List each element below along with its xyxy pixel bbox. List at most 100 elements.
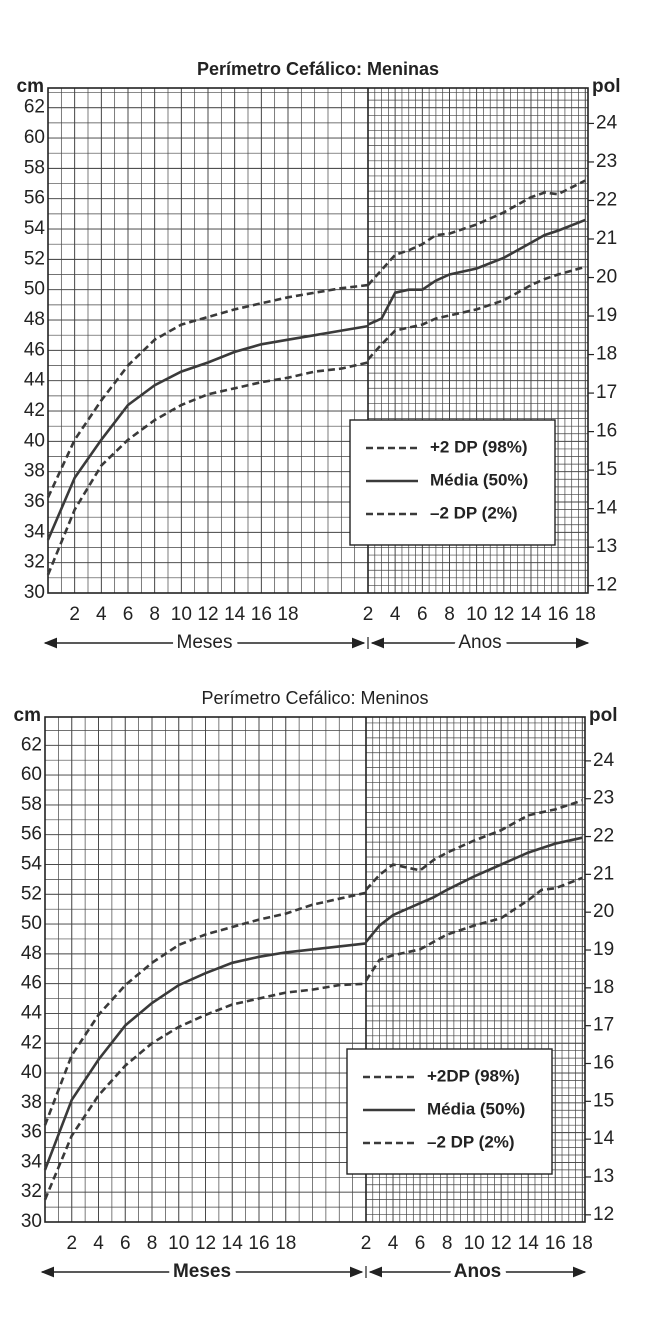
y-tick-label: 48 [21,943,42,964]
x-tick-label: 14 [518,1233,540,1254]
x-tick-label: 6 [415,1233,426,1254]
x-tick-label: 18 [575,604,596,625]
x-tick-label: 8 [444,604,455,625]
x-tick-label: 14 [222,1233,244,1254]
y-tick-label: 50 [21,913,42,934]
y-tick-label: 60 [24,127,45,148]
legend-label: +2 DP (98%) [430,437,527,456]
series-line [43,942,367,1171]
x-tick-label: 18 [572,1233,593,1254]
x-tick-label: 14 [224,604,246,625]
y2-tick-label: 23 [596,151,617,172]
y-tick-label: 44 [21,1002,43,1023]
y2-tick-label: 20 [593,901,614,922]
legend-label: –2 DP (2%) [430,503,518,522]
plot-frame [47,87,589,594]
plot-frame [44,716,586,1223]
series-line [46,283,369,499]
x-tick-label: 12 [197,604,218,625]
y-tick-label: 32 [21,1181,42,1202]
x-tick-label: 16 [545,1233,566,1254]
y-tick-label: 52 [21,883,42,904]
x-tick-label: 4 [93,1233,104,1254]
series-line [364,876,583,982]
series-line [367,218,586,326]
series-line [46,324,369,541]
series-line [46,361,369,576]
y-tick-label: 44 [24,370,46,391]
y2-axis-unit: pol [592,76,621,97]
legend-label: Média (50%) [430,470,528,489]
y2-tick-label: 17 [596,382,617,403]
y2-tick-label: 22 [593,826,614,847]
x-tick-label: 6 [417,604,428,625]
y-tick-label: 32 [24,552,45,573]
x-tick-label: 6 [120,1233,131,1254]
y2-tick-label: 13 [593,1166,614,1187]
y-tick-label: 42 [21,1032,42,1053]
series-line [43,982,367,1201]
y2-tick-label: 12 [596,575,617,596]
x-tick-label: 18 [275,1233,296,1254]
y2-tick-label: 19 [596,305,617,326]
y2-tick-label: 21 [593,863,614,884]
x-tick-label: 4 [390,604,401,625]
y-tick-label: 40 [24,430,45,451]
y-tick-label: 46 [24,339,45,360]
y2-tick-label: 16 [593,1053,614,1074]
chart-title: Perímetro Cefálico: Meninas [197,59,439,79]
y2-tick-label: 24 [593,750,615,771]
y-tick-label: 56 [21,824,42,845]
section-label: Anos [458,632,501,653]
x-tick-label: 8 [147,1233,158,1254]
y2-tick-label: 20 [596,267,617,288]
y2-tick-label: 12 [593,1204,614,1225]
y-tick-label: 52 [24,248,45,269]
y2-tick-label: 18 [593,977,614,998]
y2-tick-label: 15 [596,459,617,480]
x-tick-label: 14 [520,604,542,625]
x-tick-label: 8 [149,604,160,625]
y-tick-label: 46 [21,973,42,994]
y-tick-label: 36 [21,1122,42,1143]
section-label: Meses [177,632,233,653]
legend-label: Média (50%) [427,1099,525,1118]
x-tick-label: 10 [168,1233,189,1254]
x-tick-label: 12 [195,1233,216,1254]
y-tick-label: 54 [21,853,43,874]
y2-tick-label: 17 [593,1015,614,1036]
y2-tick-label: 24 [596,112,618,133]
y2-tick-label: 13 [596,536,617,557]
x-tick-label: 2 [69,604,80,625]
x-tick-label: 12 [493,604,514,625]
x-tick-label: 12 [491,1233,512,1254]
series-line [367,179,586,286]
x-tick-label: 2 [363,604,374,625]
y2-tick-label: 14 [593,1128,615,1149]
x-tick-label: 2 [361,1233,372,1254]
y2-axis-unit: pol [589,705,618,726]
x-tick-label: 10 [464,1233,485,1254]
y-tick-label: 30 [24,582,45,603]
y-tick-label: 34 [21,1151,43,1172]
x-tick-label: 2 [66,1233,77,1254]
series-line [43,891,367,1126]
section-label: Anos [454,1261,502,1282]
y-tick-label: 36 [24,491,45,512]
legend-label: +2DP (98%) [427,1066,520,1085]
y-tick-label: 62 [24,97,45,118]
legend-label: –2 DP (2%) [427,1132,515,1151]
y2-tick-label: 14 [596,498,618,519]
x-tick-label: 18 [277,604,298,625]
x-tick-label: 16 [548,604,569,625]
y-tick-label: 38 [24,461,45,482]
x-tick-label: 4 [96,604,107,625]
chart-boys: 3032343638404244464850525456586062121314… [14,688,618,1287]
x-tick-label: 6 [123,604,134,625]
y2-tick-label: 19 [593,939,614,960]
section-label: Meses [173,1261,231,1282]
legend-box [349,419,556,546]
y2-tick-label: 23 [593,788,614,809]
x-tick-label: 8 [442,1233,453,1254]
